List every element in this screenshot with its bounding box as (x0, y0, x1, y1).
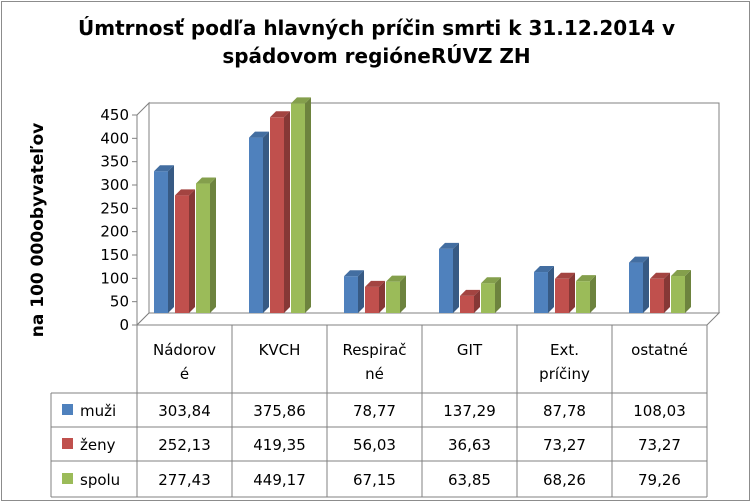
data-label: 73,27 (543, 436, 586, 454)
data-label: 56,03 (353, 436, 396, 454)
data-label: 68,26 (543, 471, 586, 489)
bar-muži (344, 270, 364, 313)
bar-spolu (196, 177, 216, 313)
bar-muži (249, 131, 269, 313)
data-label: 63,85 (448, 471, 491, 489)
side-wall (136, 101, 150, 327)
bar-ženy (555, 272, 575, 313)
data-label: 137,29 (443, 402, 496, 420)
chart-title: Úmtrnosť podľa hlavných príčin smrti k 3… (0, 14, 753, 70)
bar-spolu (481, 277, 501, 313)
y-tick-label: 50 (110, 293, 129, 311)
bar-muži (439, 242, 459, 313)
data-label: 87,78 (543, 402, 586, 420)
data-label: 73,27 (638, 436, 681, 454)
y-tick-label: 400 (100, 129, 129, 147)
data-label: 67,15 (353, 471, 396, 489)
bar-ženy (460, 289, 480, 313)
y-tick-label: 200 (100, 223, 129, 241)
category-label: ostatné (631, 341, 688, 359)
bar-spolu (386, 275, 406, 313)
y-tick-label: 300 (100, 176, 129, 194)
data-label: 79,26 (638, 471, 681, 489)
legend-label-muži: muži (80, 402, 116, 420)
legend-label-spolu: spolu (80, 471, 120, 489)
bar-ženy (270, 111, 290, 313)
y-tick-label: 350 (100, 153, 129, 171)
chart-title-line-2: spádovom regióneRÚVZ ZH (222, 44, 531, 68)
data-label: 252,13 (158, 436, 211, 454)
legend-key-muži (62, 404, 73, 415)
y-tick-label: 100 (100, 269, 129, 287)
legend-key-ženy (62, 438, 73, 449)
data-label: 303,84 (158, 402, 211, 420)
data-label: 78,77 (353, 402, 396, 420)
category-label: né (365, 365, 384, 383)
category-label: GIT (457, 341, 483, 359)
y-tick-label: 450 (100, 106, 129, 124)
data-label: 449,17 (253, 471, 306, 489)
y-tick-label: 150 (100, 246, 129, 264)
bar-ženy (175, 189, 195, 313)
data-label: 36,63 (448, 436, 491, 454)
legend-key-spolu (62, 473, 73, 484)
bar-muži (534, 266, 554, 313)
category-label: Nádorov (153, 341, 216, 359)
bar-spolu (671, 270, 691, 313)
data-label: 419,35 (253, 436, 306, 454)
bar-spolu (291, 97, 311, 314)
category-label: KVCH (259, 341, 301, 359)
data-label: 108,03 (633, 402, 686, 420)
bar-ženy (650, 272, 670, 313)
bar-muži (154, 165, 174, 313)
y-tick-label: 0 (119, 316, 129, 334)
bar-ženy (365, 280, 385, 313)
chart-title-line-1: Úmtrnosť podľa hlavných príčin smrti k 3… (77, 16, 675, 40)
data-label: 375,86 (253, 402, 306, 420)
category-label: Respirač (342, 341, 406, 359)
floor (135, 312, 721, 326)
category-label: príčiny (539, 365, 590, 383)
bar-spolu (576, 275, 596, 313)
bar-muži (629, 256, 649, 313)
category-label: é (180, 365, 189, 383)
legend-label-ženy: ženy (80, 436, 116, 454)
y-tick-label: 250 (100, 199, 129, 217)
data-label: 277,43 (158, 471, 211, 489)
category-label: Ext. (550, 341, 579, 359)
